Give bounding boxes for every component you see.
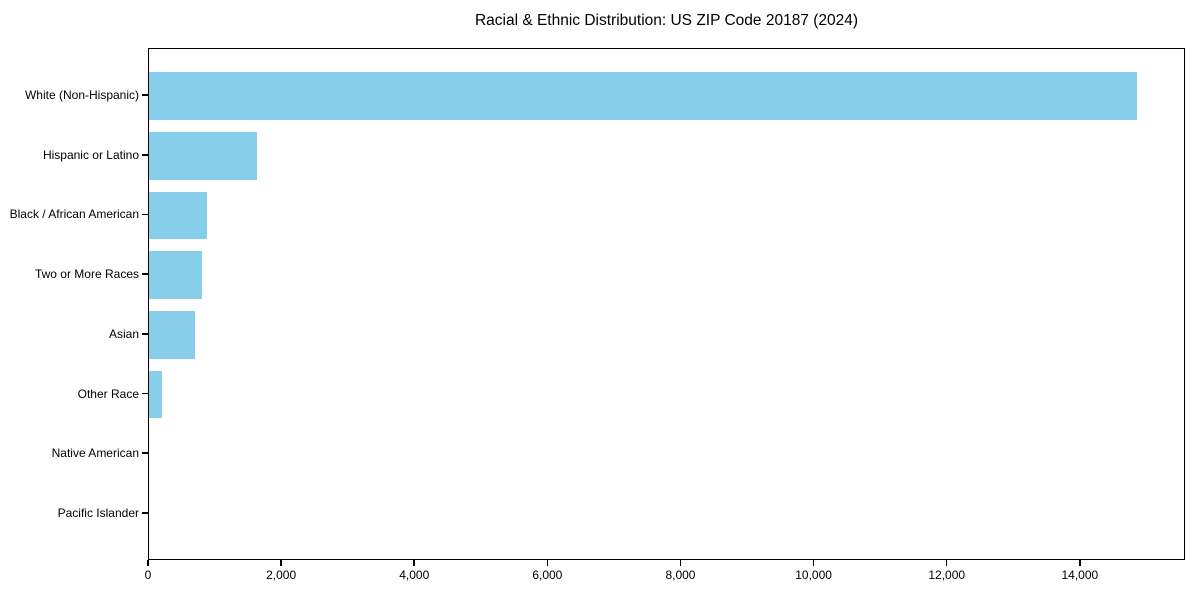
- y-tick-label: Black / African American: [9, 207, 139, 222]
- y-tick-label: Other Race: [77, 386, 139, 401]
- x-tick-mark: [413, 560, 415, 566]
- bar-two-or-more-races: [149, 251, 203, 300]
- y-tick-label: Hispanic or Latino: [42, 147, 139, 162]
- x-tick-label: 0: [144, 568, 152, 582]
- x-tick-mark: [147, 560, 149, 566]
- y-tick-label: Pacific Islander: [57, 505, 139, 520]
- y-tick-mark: [142, 392, 148, 395]
- x-tick-label: 14,000: [1061, 568, 1099, 582]
- y-tick-label: Native American: [51, 446, 139, 461]
- bar-asian: [149, 310, 195, 359]
- y-tick-label: Asian: [108, 326, 139, 341]
- x-tick-label: 6,000: [532, 568, 563, 582]
- bar-black-african-american: [149, 191, 207, 240]
- x-tick-mark: [1079, 560, 1081, 566]
- y-tick-label: Two or More Races: [34, 267, 139, 282]
- bar-hispanic-or-latino: [149, 131, 257, 180]
- y-tick-mark: [142, 154, 148, 156]
- x-tick-label: 2,000: [266, 568, 297, 582]
- x-tick-label: 12,000: [928, 568, 966, 582]
- x-tick-mark: [812, 560, 815, 566]
- y-tick-mark: [142, 512, 148, 514]
- bar-other-race: [149, 370, 162, 419]
- plot-area: [148, 48, 1185, 560]
- x-tick-mark: [546, 560, 549, 566]
- chart-title: Racial & Ethnic Distribution: US ZIP Cod…: [474, 12, 859, 29]
- bar-white-non-hispanic: [149, 72, 1137, 120]
- x-tick-mark: [679, 560, 682, 566]
- x-tick-mark: [280, 560, 282, 566]
- x-tick-label: 4,000: [399, 568, 430, 582]
- y-tick-mark: [142, 452, 148, 454]
- x-tick-label: 8,000: [665, 568, 696, 582]
- x-tick-label: 10,000: [795, 568, 832, 582]
- y-tick-mark: [142, 273, 148, 275]
- y-tick-mark: [142, 94, 148, 96]
- x-tick-mark: [945, 560, 948, 566]
- y-tick-label: White (Non-Hispanic): [24, 88, 139, 103]
- y-tick-mark: [142, 333, 148, 335]
- y-tick-mark: [142, 213, 148, 216]
